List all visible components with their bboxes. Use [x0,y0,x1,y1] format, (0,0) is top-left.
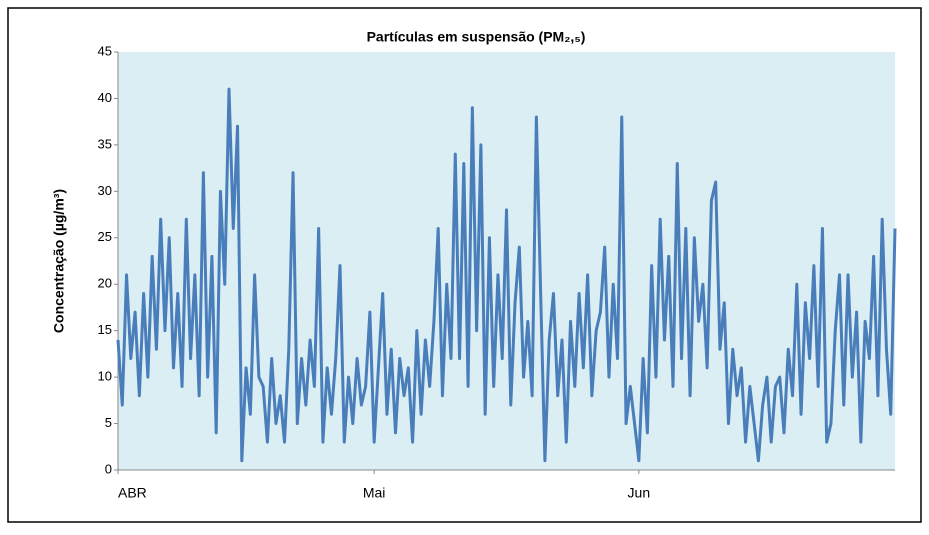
y-tick-label: 5 [105,415,112,430]
x-tick-label: Jun [628,485,651,501]
y-tick-label: 0 [105,461,112,476]
y-tick-label: 20 [98,276,112,291]
y-tick-label: 15 [98,322,112,337]
y-tick-label: 25 [98,229,112,244]
data-line [116,87,897,463]
x-tick-label: Mai [363,485,386,501]
y-tick-label: 40 [98,90,112,105]
y-tick-label: 30 [98,183,112,198]
y-tick-label: 10 [98,369,112,384]
y-tick-label: 45 [98,43,112,58]
y-axis-label: Concentração (µg/m³) [51,189,67,333]
y-tick-label: 35 [98,136,112,151]
chart-title: Partículas em suspensão (PM₂,₅) [367,29,586,45]
x-tick-label: ABR [118,485,147,501]
